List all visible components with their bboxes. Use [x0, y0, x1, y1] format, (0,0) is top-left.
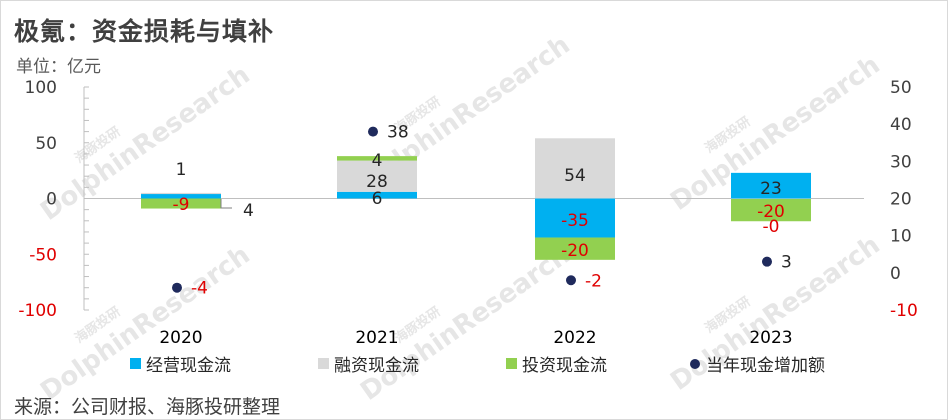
bar-value-label: -9	[173, 195, 190, 215]
left-tick-label: 50	[35, 134, 57, 154]
bar-operating-2020	[141, 194, 221, 199]
source-note: 来源：公司财报、海豚投研整理	[14, 396, 281, 418]
net-cash-label: -2	[585, 271, 602, 291]
legend-label: 投资现金流	[522, 356, 607, 376]
bar-value-label: -35	[561, 211, 589, 231]
bars-layer	[141, 138, 811, 260]
net-cash-label: 3	[781, 253, 792, 273]
right-tick-label: 0	[890, 264, 901, 284]
legend-swatch-0	[130, 358, 141, 369]
bar-operating-2021	[337, 191, 417, 199]
label-leader-line	[220, 199, 232, 209]
bar-financing-2023	[731, 198, 811, 199]
right-tick-label: 50	[890, 78, 912, 98]
bar-investing-2020	[141, 198, 221, 209]
right-tick-label: -10	[890, 301, 918, 321]
legend-swatch-3	[690, 359, 700, 369]
right-tick-label: 40	[890, 115, 912, 135]
legend-swatch-2	[506, 358, 517, 369]
net-cash-point-2020	[172, 282, 182, 293]
net-cash-label: -4	[191, 279, 208, 299]
category-label: 2020	[159, 328, 202, 348]
bar-financing-2020	[141, 192, 221, 195]
left-tick-label: -50	[29, 245, 57, 265]
bar-value-label: 28	[366, 172, 388, 192]
bar-operating-2022	[535, 198, 615, 238]
left-tick-label: 100	[25, 78, 57, 98]
right-tick-label: 30	[890, 152, 912, 172]
left-tick-label: 0	[46, 190, 57, 210]
bar-labels-layer: 4 6 -35 23 1 28 54 -0 -9 4 -20 -20	[173, 151, 785, 261]
legend-label: 融资现金流	[334, 356, 419, 376]
category-label: 2022	[553, 328, 596, 348]
bar-financing-2021	[337, 160, 417, 192]
legend-label: 经营现金流	[146, 356, 231, 376]
bar-value-label: 1	[176, 160, 187, 180]
bar-value-label: 4	[243, 201, 254, 221]
chart-title: 极氪：资金损耗与填补	[14, 17, 275, 46]
left-tick-label: -100	[18, 301, 57, 321]
bar-value-label: -20	[757, 202, 785, 222]
bar-operating-2023	[731, 172, 811, 199]
right-tick-label: 20	[890, 190, 912, 210]
bar-value-label: -20	[561, 241, 589, 261]
bar-value-label: -0	[763, 217, 780, 237]
bar-investing-2021	[337, 156, 417, 161]
bar-financing-2022	[535, 138, 615, 199]
legend: 经营现金流 融资现金流 投资现金流 当年现金增加额	[130, 356, 825, 376]
legend-label: 当年现金增加额	[706, 356, 825, 376]
watermark-text: DolphinResearch	[355, 240, 575, 407]
category-label: 2023	[749, 328, 792, 348]
legend-swatch-1	[318, 358, 329, 369]
net-cash-point-2022	[566, 275, 576, 286]
right-tick-label: 10	[890, 227, 912, 247]
right-axis: 50 40 30 20 10 0 -10	[890, 78, 918, 321]
watermark-text: DolphinResearch	[35, 240, 255, 407]
category-label: 2021	[355, 328, 398, 348]
bar-investing-2022	[535, 237, 615, 260]
category-axis: 2020 2021 2022 2023	[159, 328, 792, 348]
unit-label: 单位：亿元	[16, 57, 101, 77]
net-cash-point-2021	[368, 126, 378, 137]
bar-value-label: 4	[372, 151, 383, 171]
net-cash-points-layer: -4 38 -2 3	[172, 123, 792, 299]
net-cash-label: 38	[387, 123, 409, 143]
bar-value-label: 54	[564, 166, 586, 186]
bar-value-label: 6	[372, 189, 383, 209]
net-cash-point-2023	[762, 256, 772, 267]
bar-investing-2023	[731, 198, 811, 222]
bar-value-label: 23	[760, 179, 782, 199]
